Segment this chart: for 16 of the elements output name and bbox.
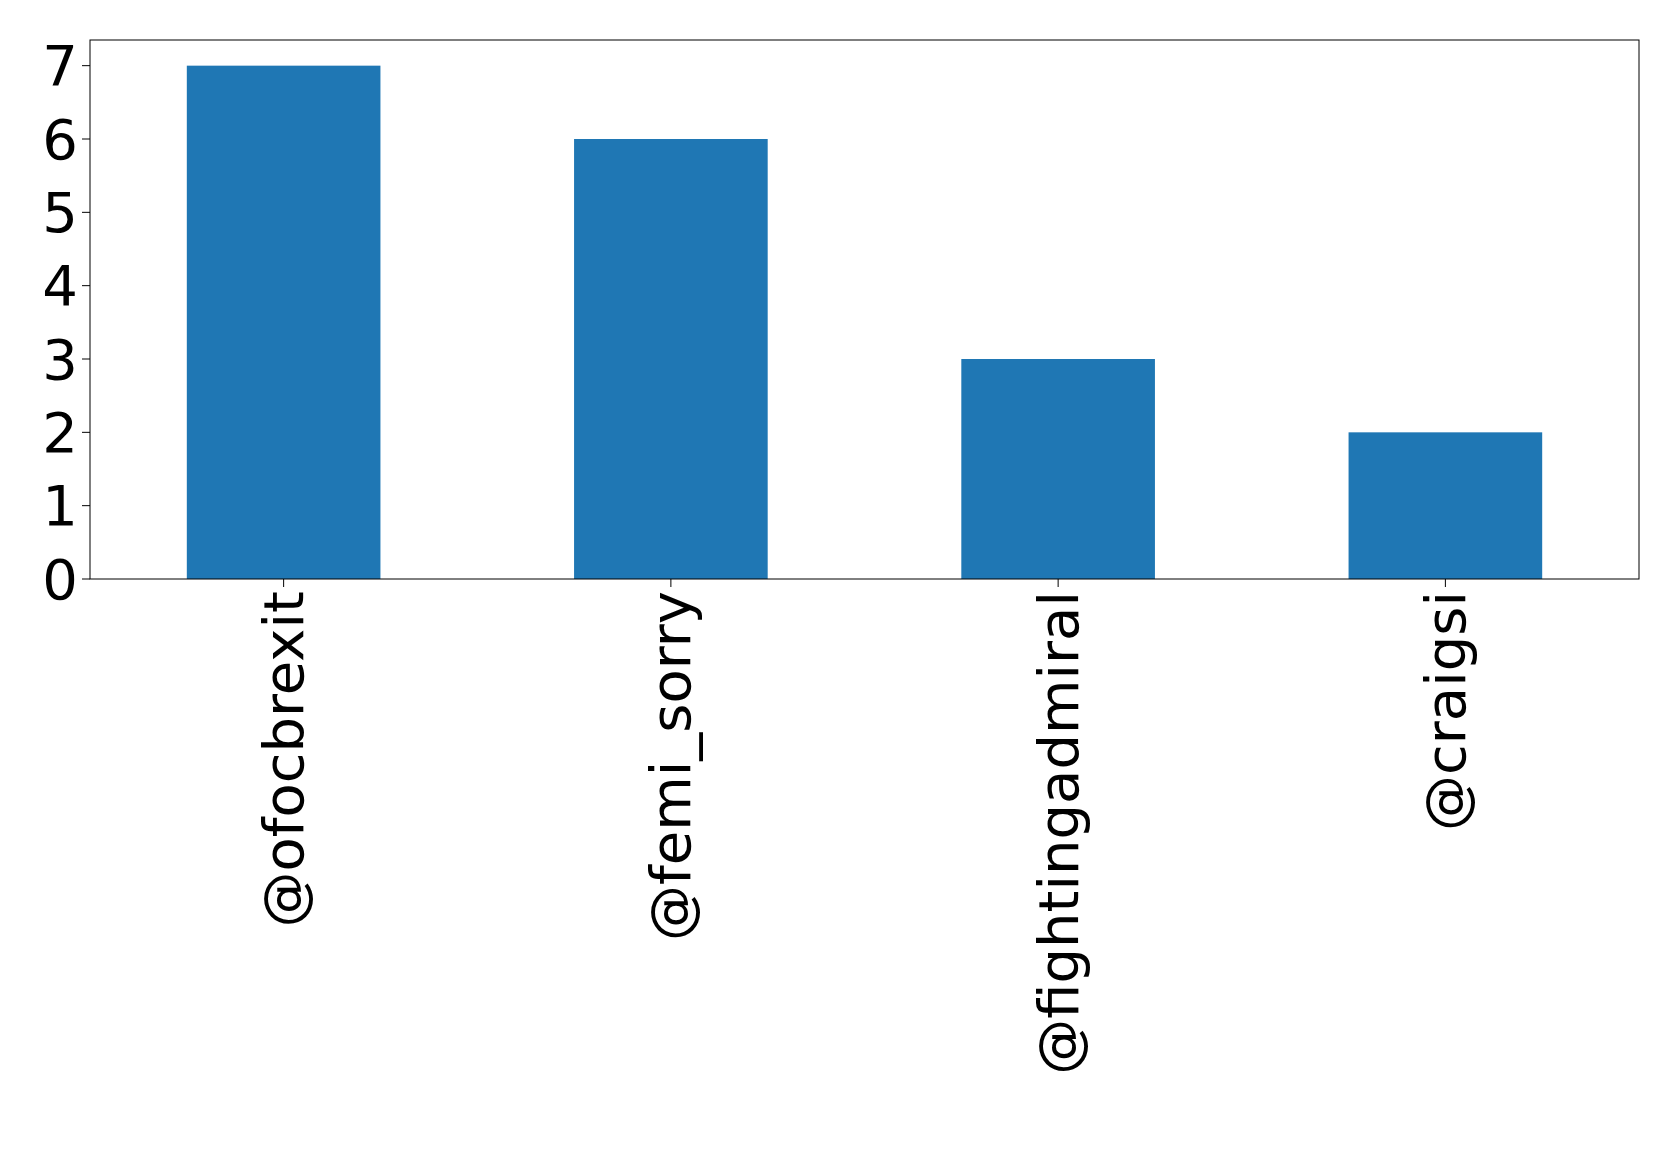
y-tick-label: 6 (42, 106, 78, 172)
bar (961, 359, 1155, 579)
y-tick-label: 2 (42, 399, 78, 465)
y-tick-label: 1 (42, 473, 78, 539)
y-tick-label: 7 (42, 33, 78, 99)
y-tick-label: 5 (42, 179, 78, 245)
bar (1348, 432, 1543, 579)
y-tick-label: 0 (42, 546, 78, 612)
x-tick-label: @ofocbrexit (251, 591, 317, 928)
y-tick-label: 3 (42, 326, 78, 392)
y-tick-label: 4 (42, 253, 78, 319)
x-tick-label: @craigsi (1412, 591, 1478, 831)
bar (574, 139, 768, 579)
x-tick-label: @femi_sorry (638, 591, 704, 941)
x-tick-label: @fightingadmiral (1025, 591, 1091, 1075)
bar (186, 65, 381, 579)
